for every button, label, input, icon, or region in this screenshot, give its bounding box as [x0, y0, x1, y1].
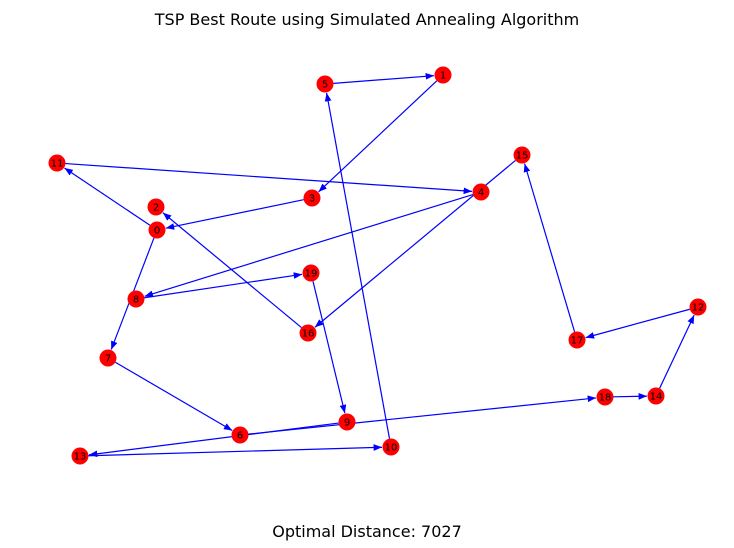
- city-node-circle: [147, 198, 165, 216]
- route-edge-6-18: [248, 395, 597, 435]
- route-edge-8-19: [144, 272, 303, 299]
- city-node-circle: [513, 146, 531, 164]
- city-node-label: 15: [516, 151, 529, 162]
- city-node-label: 12: [692, 303, 705, 314]
- city-node-11: 11: [48, 154, 66, 172]
- route-edge-18-14: [613, 392, 648, 400]
- city-node-circle: [148, 221, 166, 239]
- route-edge-14-12: [659, 314, 695, 389]
- city-node-16: 16: [299, 324, 317, 342]
- city-node-circle: [299, 324, 317, 342]
- route-edge-7-6: [115, 361, 233, 431]
- city-node-19: 19: [302, 264, 320, 282]
- city-node-circle: [689, 298, 707, 316]
- city-node-7: 7: [99, 349, 117, 367]
- city-node-circle: [48, 154, 66, 172]
- edge-layer: [64, 72, 695, 458]
- city-node-3: 3: [303, 189, 321, 207]
- route-edge-3-0: [165, 199, 304, 230]
- city-node-4: 4: [472, 183, 490, 201]
- city-node-circle: [472, 183, 490, 201]
- city-node-12: 12: [689, 298, 707, 316]
- route-edge-1-3: [318, 80, 438, 193]
- city-node-label: 18: [599, 393, 612, 404]
- route-edge-4-8: [144, 193, 474, 298]
- city-node-17: 17: [568, 331, 586, 349]
- city-node-circle: [303, 189, 321, 207]
- city-node-10: 10: [382, 438, 400, 456]
- city-node-label: 14: [650, 392, 663, 403]
- city-node-label: 5: [322, 80, 328, 91]
- city-node-6: 6: [231, 426, 249, 444]
- route-edge-0-11: [64, 167, 151, 226]
- city-node-circle: [99, 349, 117, 367]
- route-edge-12-17: [585, 308, 690, 339]
- route-edge-19-9: [312, 281, 347, 414]
- city-node-circle: [568, 331, 586, 349]
- chart-title: TSP Best Route using Simulated Annealing…: [154, 10, 580, 29]
- route-edge-17-15: [523, 163, 576, 333]
- city-node-circle: [127, 290, 145, 308]
- city-node-label: 2: [153, 203, 159, 214]
- city-node-circle: [316, 75, 334, 93]
- city-node-5: 5: [316, 75, 334, 93]
- city-node-9: 9: [338, 413, 356, 431]
- city-node-label: 3: [309, 194, 315, 205]
- city-node-14: 14: [647, 387, 665, 405]
- route-edge-9-13: [88, 422, 339, 458]
- city-node-label: 13: [74, 452, 87, 463]
- route-edge-5-1: [333, 72, 435, 84]
- city-node-label: 0: [154, 226, 160, 237]
- city-node-label: 7: [105, 354, 111, 365]
- city-node-label: 16: [302, 329, 315, 340]
- city-node-18: 18: [596, 388, 614, 406]
- city-node-13: 13: [71, 447, 89, 465]
- city-node-circle: [338, 413, 356, 431]
- city-node-label: 6: [237, 431, 243, 442]
- optimal-distance: Optimal Distance: 7027: [272, 522, 462, 541]
- route-edge-10-5: [324, 92, 391, 439]
- route-edge-13-10: [88, 444, 383, 457]
- route-edge-16-2: [162, 212, 302, 329]
- city-node-circle: [231, 426, 249, 444]
- route-edge-11-4: [65, 162, 473, 195]
- city-node-circle: [71, 447, 89, 465]
- city-node-2: 2: [147, 198, 165, 216]
- city-node-circle: [647, 387, 665, 405]
- city-node-1: 1: [434, 66, 452, 84]
- city-node-label: 9: [344, 418, 350, 429]
- city-node-circle: [434, 66, 452, 84]
- city-node-label: 10: [385, 443, 398, 454]
- city-node-label: 11: [51, 159, 64, 170]
- city-node-circle: [596, 388, 614, 406]
- city-node-label: 4: [478, 188, 484, 199]
- city-node-0: 0: [148, 221, 166, 239]
- city-node-circle: [382, 438, 400, 456]
- city-node-label: 8: [133, 295, 139, 306]
- city-node-15: 15: [513, 146, 531, 164]
- city-node-circle: [302, 264, 320, 282]
- city-node-label: 19: [305, 269, 318, 280]
- city-node-label: 17: [571, 336, 584, 347]
- city-node-label: 1: [440, 71, 446, 82]
- city-node-8: 8: [127, 290, 145, 308]
